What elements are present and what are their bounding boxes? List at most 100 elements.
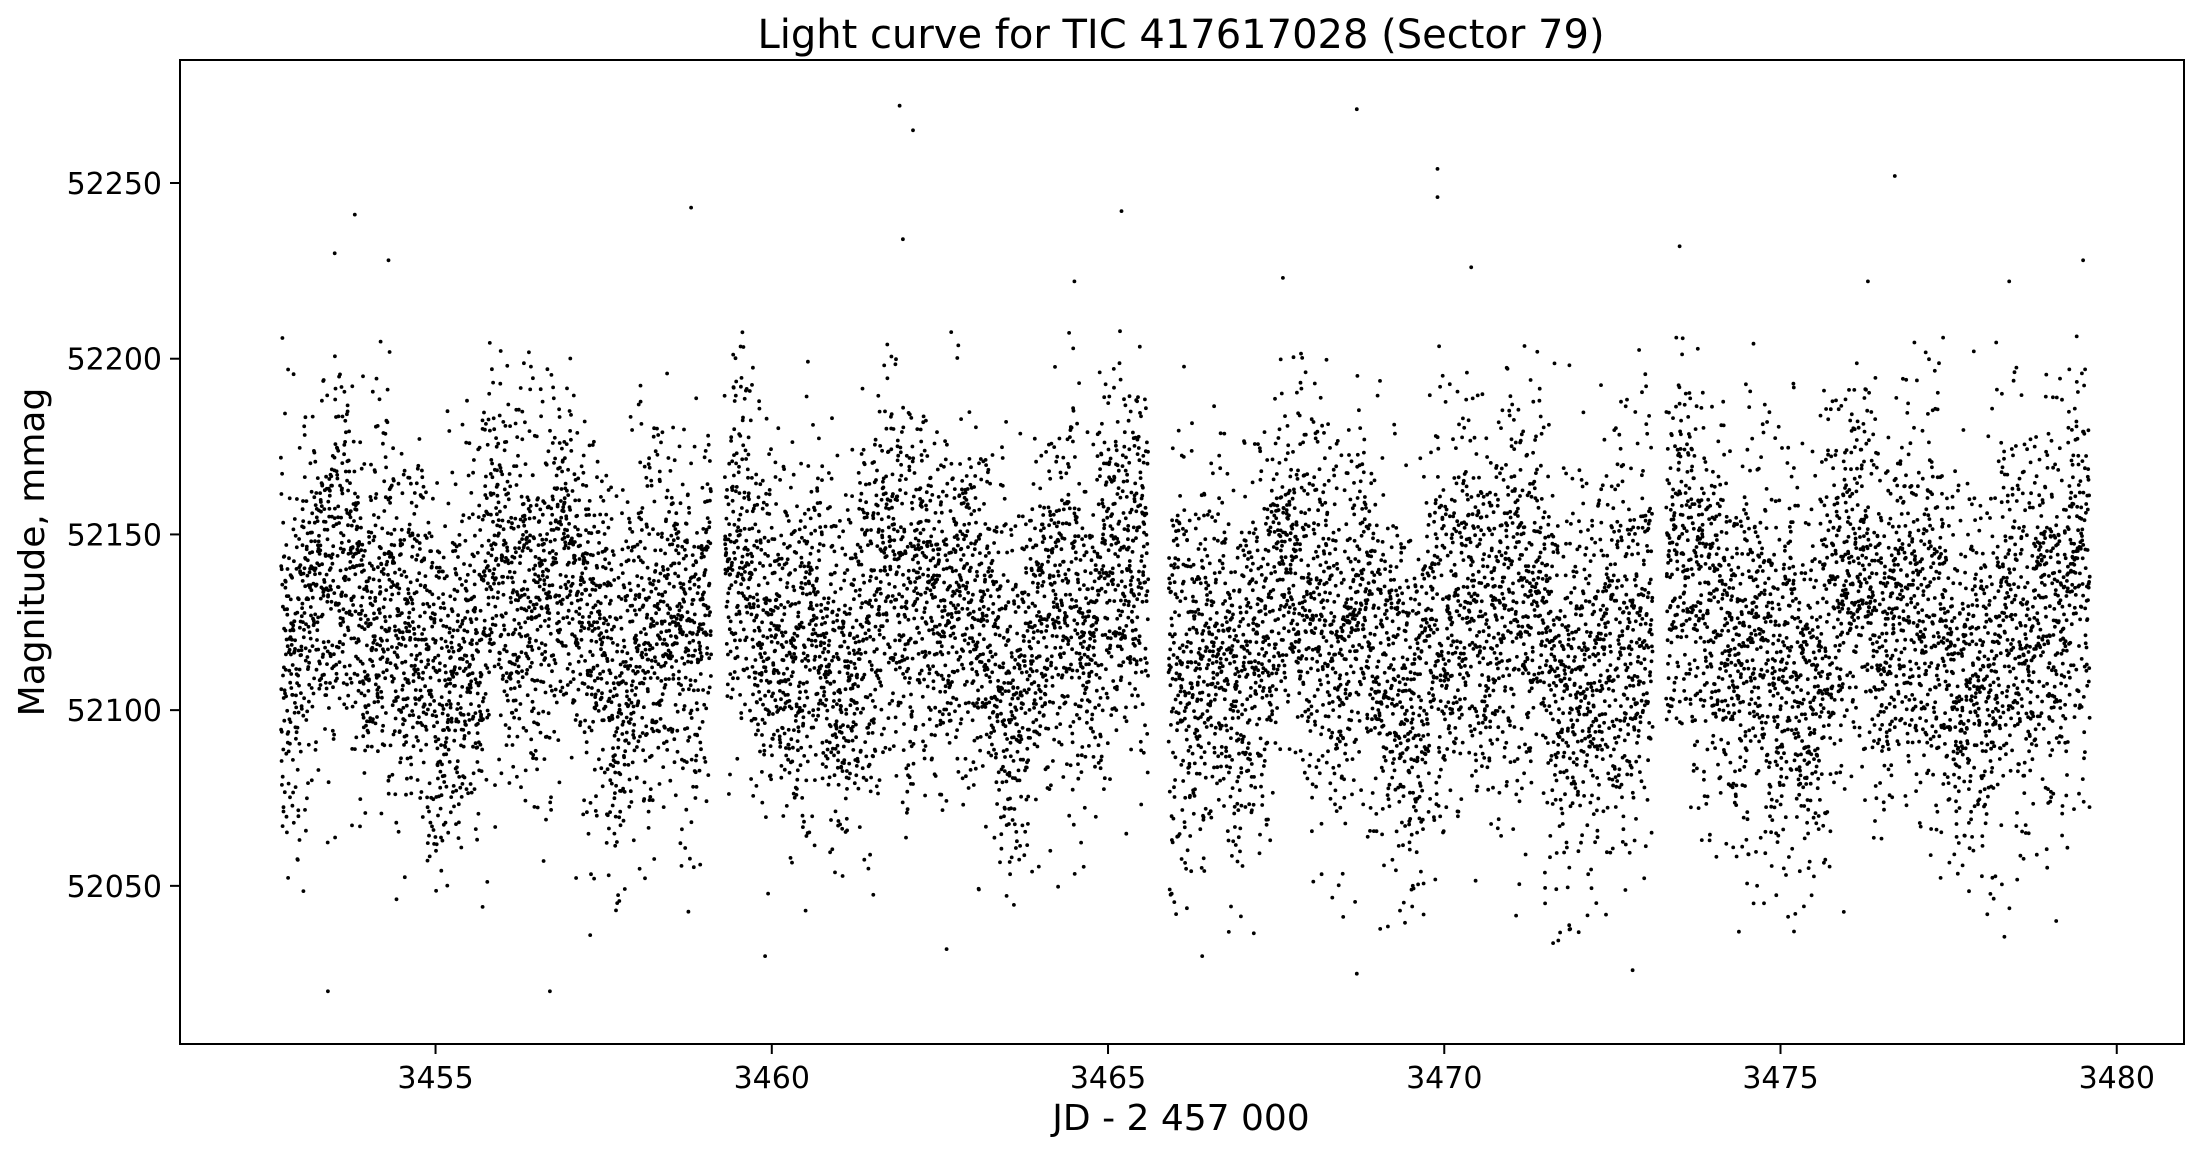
- data-point: [868, 574, 873, 579]
- data-point: [593, 706, 598, 711]
- data-point: [759, 547, 764, 552]
- data-point: [689, 820, 694, 825]
- data-point: [839, 730, 844, 735]
- data-point: [329, 607, 333, 611]
- data-point: [444, 624, 449, 629]
- data-point: [827, 471, 831, 475]
- data-point: [336, 414, 341, 419]
- data-point: [536, 496, 540, 500]
- data-point: [581, 483, 585, 487]
- data-point: [500, 472, 505, 477]
- data-point: [345, 682, 349, 687]
- data-point: [427, 809, 431, 814]
- data-point: [380, 729, 385, 733]
- data-point: [891, 656, 896, 660]
- data-point: [586, 626, 591, 631]
- data-point: [796, 725, 801, 730]
- data-point: [546, 624, 551, 628]
- data-point: [620, 511, 624, 516]
- data-point: [912, 616, 917, 621]
- data-point: [841, 633, 846, 638]
- data-point: [778, 689, 782, 693]
- data-point: [668, 650, 673, 655]
- data-point: [582, 798, 586, 803]
- data-point: [642, 780, 647, 785]
- data-point: [407, 527, 411, 532]
- data-point: [603, 653, 608, 658]
- data-point: [508, 676, 513, 681]
- data-point: [505, 558, 510, 563]
- data-point: [451, 649, 456, 654]
- data-point: [759, 646, 763, 650]
- data-point: [907, 468, 912, 473]
- data-point: [962, 597, 967, 601]
- data-point: [884, 474, 888, 479]
- data-point: [945, 442, 949, 447]
- data-point: [728, 649, 733, 654]
- data-point: [431, 665, 436, 670]
- data-point: [418, 688, 423, 693]
- data-point: [646, 826, 651, 830]
- data-point: [381, 572, 386, 576]
- data-point: [795, 634, 800, 638]
- data-point: [416, 672, 421, 676]
- data-point: [745, 552, 750, 557]
- data-point: [528, 599, 533, 604]
- data-point: [666, 611, 671, 616]
- data-point: [625, 651, 630, 656]
- data-point: [976, 705, 981, 710]
- data-point: [981, 652, 985, 656]
- data-point: [688, 678, 693, 682]
- data-point: [767, 710, 772, 714]
- data-point: [790, 602, 794, 606]
- data-point: [502, 623, 506, 628]
- data-point: [986, 750, 991, 755]
- data-point: [687, 511, 692, 515]
- data-point: [462, 628, 467, 633]
- data-point: [407, 681, 411, 685]
- data-point: [848, 606, 853, 611]
- data-point: [462, 639, 467, 644]
- data-point: [342, 702, 347, 707]
- data-point: [299, 648, 304, 653]
- data-point: [985, 544, 990, 549]
- data-point: [419, 659, 424, 664]
- data-point: [845, 659, 850, 664]
- data-point: [708, 629, 713, 634]
- data-point: [940, 808, 945, 812]
- data-point: [748, 708, 752, 713]
- data-point: [904, 766, 909, 771]
- data-point: [383, 676, 388, 681]
- data-point: [355, 495, 360, 499]
- data-point: [466, 791, 470, 796]
- data-point: [671, 538, 676, 543]
- data-point: [903, 491, 908, 496]
- data-point: [723, 475, 727, 479]
- data-point: [496, 441, 501, 446]
- data-point: [793, 568, 797, 572]
- data-point: [685, 540, 689, 545]
- data-point: [507, 472, 512, 476]
- data-point: [414, 590, 419, 594]
- data-point: [499, 632, 504, 637]
- data-point: [324, 572, 329, 577]
- data-point: [701, 527, 706, 531]
- data-point: [562, 496, 567, 501]
- data-point: [357, 585, 362, 590]
- data-point: [394, 897, 399, 902]
- data-point: [533, 563, 538, 568]
- data-point: [936, 672, 940, 677]
- data-point: [893, 715, 898, 720]
- data-point: [696, 688, 700, 692]
- data-point: [354, 563, 359, 568]
- data-point: [782, 767, 787, 772]
- data-point: [979, 561, 984, 566]
- data-point: [305, 796, 309, 801]
- data-point: [662, 685, 667, 690]
- data-point: [973, 496, 978, 500]
- data-point: [962, 638, 967, 643]
- data-point: [938, 640, 942, 645]
- data-point: [336, 645, 341, 650]
- data-point: [986, 607, 991, 611]
- data-point: [420, 468, 424, 473]
